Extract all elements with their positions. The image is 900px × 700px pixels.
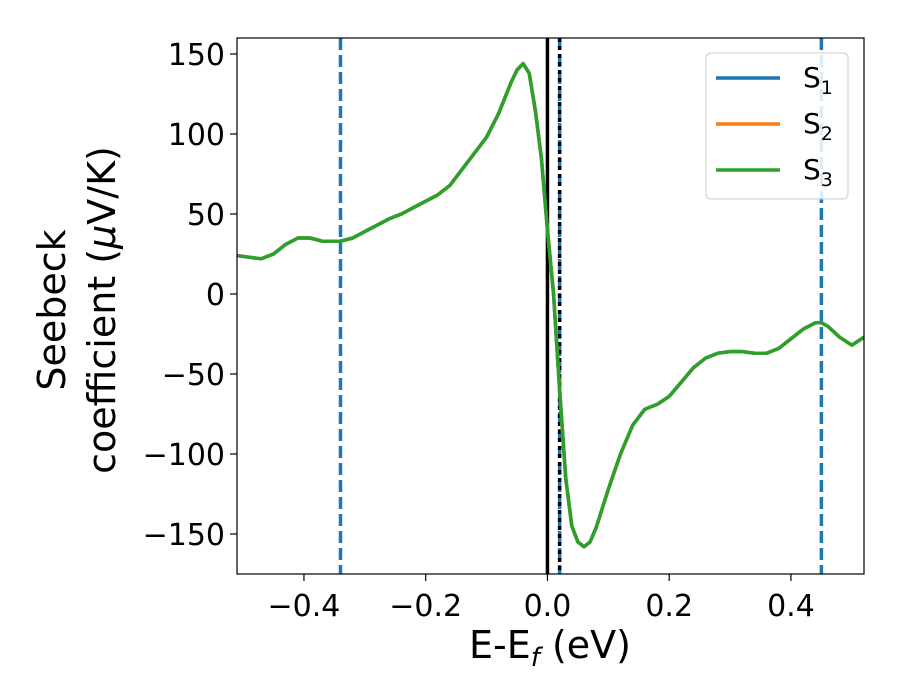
series-line-s3 [237,61,864,549]
y-axis-label-line2: coefficient (μV/K) [80,146,124,474]
y-tick-label: −100 [143,438,225,473]
x-tick-label: −0.4 [268,589,341,624]
legend-box [705,52,849,200]
y-axis: 150 100 50 0 −50 −100 −150 [143,38,237,553]
y-axis-label: Seebeck coefficient (μV/K) [30,146,124,474]
y-tick-label: 100 [168,118,225,153]
x-tick-label: 0.2 [645,589,693,624]
y-tick-label: 150 [168,38,225,73]
legend-label-s2: S2 [803,107,833,145]
legend: S1 S2 S3 [705,52,849,200]
y-tick-label: −50 [162,358,225,393]
x-tick-label: 0.0 [524,589,572,624]
x-tick-label: −0.2 [389,589,462,624]
y-axis-label-line1: Seebeck [30,229,74,390]
x-axis: −0.4 −0.2 0.0 0.2 0.4 [268,574,815,624]
legend-label-s1: S1 [803,61,833,99]
legend-label-s3: S3 [803,153,833,191]
x-tick-label: 0.4 [767,589,815,624]
x-axis-label: E-Ef (eV) [469,623,631,673]
y-tick-label: −150 [143,518,225,553]
y-tick-label: 50 [187,198,225,233]
y-tick-label: 0 [206,278,225,313]
plot-frame [236,37,865,575]
